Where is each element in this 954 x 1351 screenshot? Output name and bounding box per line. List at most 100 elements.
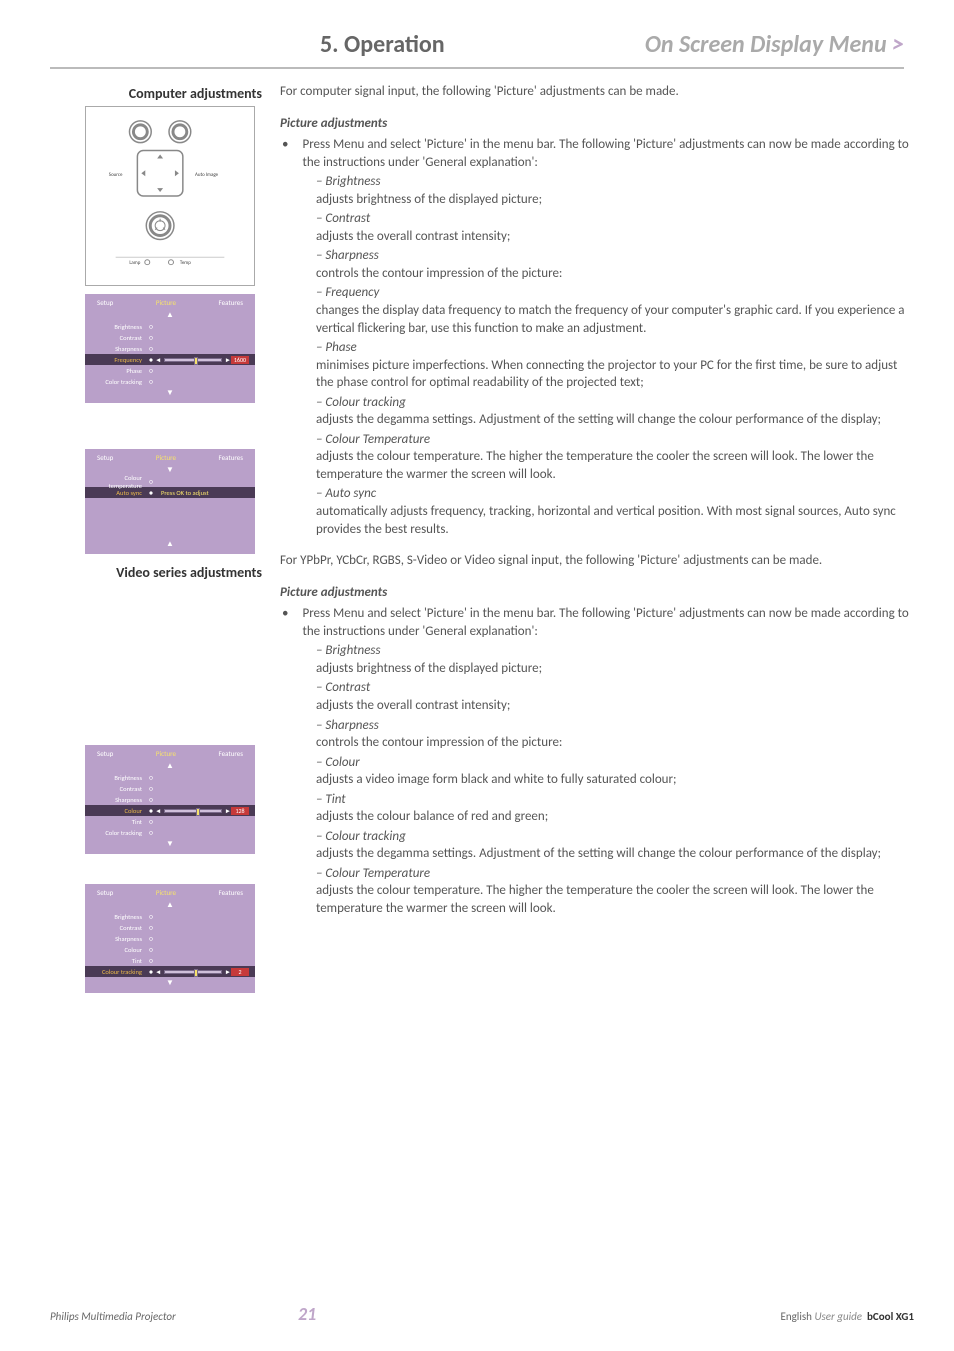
adjustment-term: – Colour tracking (280, 394, 914, 412)
slider-track (164, 809, 221, 813)
footer-product: Philips Multimedia Projector (50, 1310, 176, 1323)
osd-row: Brightness○ (85, 772, 255, 783)
osd-row-label: Frequency (91, 356, 147, 364)
osd-row: Auto sync●Press OK to adjust (85, 487, 255, 498)
adjustment-term-label: – Colour tracking (316, 395, 406, 410)
osd-row: Contrast○ (85, 332, 255, 343)
osd-row-label: Tint (91, 818, 147, 826)
bullet-item: • Press Menu and select 'Picture' in the… (280, 136, 914, 171)
intro-text-video: For YPbPr, YCbCr, RGBS, S-Video or Video… (280, 552, 914, 570)
osd-row-label: Auto sync (91, 489, 147, 497)
adjustment-description: adjusts the colour temperature. The high… (280, 882, 914, 917)
osd-arrow-up-icon: ▲ (85, 311, 255, 319)
osd-row: Colour○ (85, 944, 255, 955)
slider-knob (194, 969, 198, 977)
osd-row-dot-icon: ○ (147, 817, 155, 826)
intro-text: For computer signal input, the following… (280, 83, 914, 101)
right-column: For computer signal input, the following… (280, 83, 914, 993)
osd-menu-video-1: Setup Picture Features ▲ Brightness○Cont… (85, 745, 255, 854)
slider-track (164, 358, 221, 362)
osd-row-dot-icon: ○ (147, 912, 155, 921)
footer-model: bCool XG1 (867, 1310, 914, 1323)
sidebar-heading-computer: Computer adjustments (40, 85, 262, 102)
osd-tab-active: Picture (156, 749, 176, 758)
osd-menu-video-2: Setup Picture Features ▲ Brightness○Cont… (85, 884, 255, 993)
osd-row-dot-icon: ○ (147, 956, 155, 965)
footer-right: English User guide bCool XG1 (780, 1310, 914, 1323)
keypad-autoimage-label: Auto Image (195, 172, 219, 178)
footer-language: English (780, 1310, 811, 1323)
osd-row: Frequency●◄►1600 (85, 354, 255, 365)
osd-tab: Features (219, 888, 243, 897)
osd-row-label: Sharpness (91, 935, 147, 943)
osd-arrow-up-icon: ▲ (85, 901, 255, 909)
adjustment-term-label: – Contrast (316, 680, 370, 695)
osd-row: Tint○ (85, 955, 255, 966)
osd-row: Color tracking○ (85, 376, 255, 387)
osd-row-control: ◄►2 (155, 968, 249, 976)
osd-row-label: Color tracking (91, 829, 147, 837)
osd-tab: Features (219, 298, 243, 307)
header-arrow-icon: > (892, 30, 904, 59)
osd-tab: Setup (97, 749, 113, 758)
header-divider (50, 67, 904, 69)
osd-row-dot-icon: ○ (147, 344, 155, 353)
adjustment-term: – Contrast (280, 210, 914, 228)
osd-row-dot-icon: ○ (147, 923, 155, 932)
osd-row: Sharpness○ (85, 343, 255, 354)
osd-row: Contrast○ (85, 783, 255, 794)
adjustment-term-label: – Phase (316, 340, 357, 355)
osd-row-dot-icon: ○ (147, 477, 155, 486)
bullet-dot-icon: • (282, 605, 288, 640)
osd-row-control: ◄►128 (155, 807, 249, 815)
adjustment-term-label: – Colour Temperature (316, 866, 430, 881)
osd-row-label: Sharpness (91, 345, 147, 353)
adjustment-term: – Phase (280, 339, 914, 357)
adjustment-term: – Contrast (280, 679, 914, 697)
adjustment-description: adjusts the degamma settings. Adjustment… (280, 845, 914, 863)
subheading-picture-adjustments: Picture adjustments (280, 115, 914, 133)
osd-arrow-down-icon: ▼ (85, 979, 255, 987)
adjustment-description: adjusts the degamma settings. Adjustment… (280, 411, 914, 429)
header-title: On Screen Display Menu > (645, 30, 904, 59)
slider-knob (196, 808, 200, 816)
osd-row-dot-icon: ○ (147, 934, 155, 943)
page-header: 5. Operation On Screen Display Menu > (0, 0, 954, 67)
keypad-temp-label: Temp (180, 260, 191, 266)
adjustment-term: – Colour Temperature (280, 431, 914, 449)
adjustment-term-label: – Colour Temperature (316, 432, 430, 447)
osd-row-label: Colour tracking (91, 968, 147, 976)
osd-row-dot-icon: ○ (147, 333, 155, 342)
osd-row-label: Brightness (91, 774, 147, 782)
osd-row-label: Colour temperature (91, 474, 147, 490)
adjustment-term: – Brightness (280, 642, 914, 660)
adjustment-term: – Auto sync (280, 485, 914, 503)
bullet-text: Press Menu and select 'Picture' in the m… (302, 136, 914, 171)
osd-row: Colour●◄►128 (85, 805, 255, 816)
osd-row-label: Sharpness (91, 796, 147, 804)
adjustment-term: – Colour (280, 754, 914, 772)
osd-tab: Setup (97, 453, 113, 462)
adjustment-description: controls the contour impression of the p… (280, 734, 914, 752)
osd-row-label: Phase (91, 367, 147, 375)
osd-row-dot-icon: ○ (147, 795, 155, 804)
slider-track (164, 970, 221, 974)
osd-tab-active: Picture (156, 298, 176, 307)
osd-row-label: Brightness (91, 913, 147, 921)
osd-menu-computer-2: Setup Picture Features ▼ Colour temperat… (85, 449, 255, 554)
osd-row-label: Colour (91, 946, 147, 954)
adjustment-term-label: – Auto sync (316, 486, 376, 501)
adjustment-term: – Colour tracking (280, 828, 914, 846)
adjustment-description: adjusts the colour balance of red and gr… (280, 808, 914, 826)
slider-value: 1600 (231, 356, 249, 364)
adjustment-description: adjusts brightness of the displayed pict… (280, 191, 914, 209)
osd-menu-computer-1: Setup Picture Features ▲ Brightness○Cont… (85, 294, 255, 403)
adjustment-term-label: – Sharpness (316, 718, 379, 733)
osd-row: Sharpness○ (85, 933, 255, 944)
osd-row-dot-icon: ● (147, 806, 155, 815)
osd-row: Brightness○ (85, 911, 255, 922)
osd-row: Colour temperature○ (85, 476, 255, 487)
adjustment-term-label: – Brightness (316, 643, 381, 658)
osd-tab: Features (219, 749, 243, 758)
footer-guide-label: User guide (814, 1310, 862, 1323)
